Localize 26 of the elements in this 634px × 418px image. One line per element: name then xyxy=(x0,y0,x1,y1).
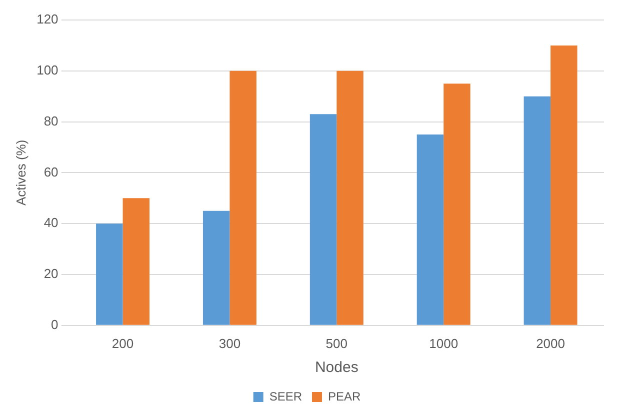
bar xyxy=(122,198,150,325)
bar xyxy=(524,96,551,325)
y-tick-label: 60 xyxy=(44,164,58,180)
y-tick-label: 0 xyxy=(51,316,58,332)
x-tick-label: 200 xyxy=(112,336,134,351)
y-tick-label: 120 xyxy=(36,12,58,27)
bar xyxy=(310,114,337,325)
x-axis-title: Nodes xyxy=(314,359,358,376)
y-tick-label: 80 xyxy=(44,113,58,128)
y-axis-title: Actives (%) xyxy=(13,140,28,206)
x-tick-label: 500 xyxy=(326,336,348,351)
x-tick-label: 2000 xyxy=(536,336,565,351)
bar xyxy=(550,45,578,325)
bar xyxy=(444,84,470,325)
bar xyxy=(96,224,123,325)
y-tick-label: 100 xyxy=(36,62,58,78)
bar xyxy=(336,70,364,325)
x-tick-label: 1000 xyxy=(429,336,458,351)
legend-label: SEER xyxy=(269,389,302,404)
legend-label: PEAR xyxy=(328,389,362,404)
bar xyxy=(230,70,256,325)
y-tick-label: 20 xyxy=(44,266,58,282)
y-tick-label: 40 xyxy=(44,215,58,230)
x-tick-label: 300 xyxy=(218,336,241,351)
bar xyxy=(416,134,444,325)
bar xyxy=(202,210,230,325)
